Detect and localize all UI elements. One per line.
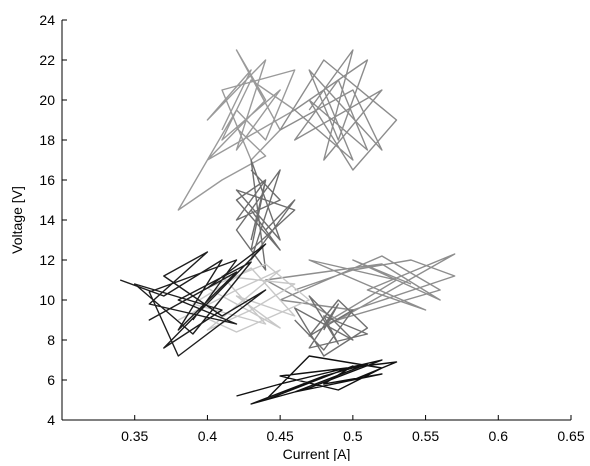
series-layer: [119, 49, 456, 405]
series-line-8: [236, 355, 398, 405]
y-axis-title: Voltage [V]: [9, 186, 25, 254]
series-line-2: [279, 49, 398, 171]
y-tick-label: 12: [39, 252, 55, 268]
y-tick-label: 16: [39, 172, 55, 188]
y-tick-label: 22: [39, 52, 55, 68]
x-axis-title: Current [A]: [283, 446, 351, 461]
y-tick-label: 4: [47, 412, 55, 428]
y-tick-label: 20: [39, 92, 55, 108]
series-line-1: [177, 49, 296, 211]
ticks-layer: 0.35 0.4 0.45 0.5 0.55 0.6 0.65 4 6 8 10 12 14 16 18 20…: [39, 12, 584, 444]
axes-layer: [61, 20, 571, 421]
x-tick-label: 0.35: [121, 428, 148, 444]
y-tick-label: 18: [39, 132, 55, 148]
y-tick-label: 24: [39, 12, 55, 28]
x-tick-label: 0.65: [557, 428, 584, 444]
x-tick-label: 0.4: [198, 428, 218, 444]
series-line-3: [235, 159, 296, 271]
y-tick-label: 6: [47, 372, 55, 388]
x-tick-label: 0.55: [412, 428, 439, 444]
y-tick-label: 8: [47, 332, 55, 348]
x-tick-label: 0.6: [489, 428, 509, 444]
x-tick-label: 0.45: [267, 428, 294, 444]
y-tick-label: 10: [39, 292, 55, 308]
series-line-7: [119, 243, 267, 357]
series-line-5: [294, 295, 369, 357]
y-tick-label: 14: [39, 212, 55, 228]
series-line-4: [264, 253, 456, 325]
x-tick-label: 0.5: [343, 428, 363, 444]
